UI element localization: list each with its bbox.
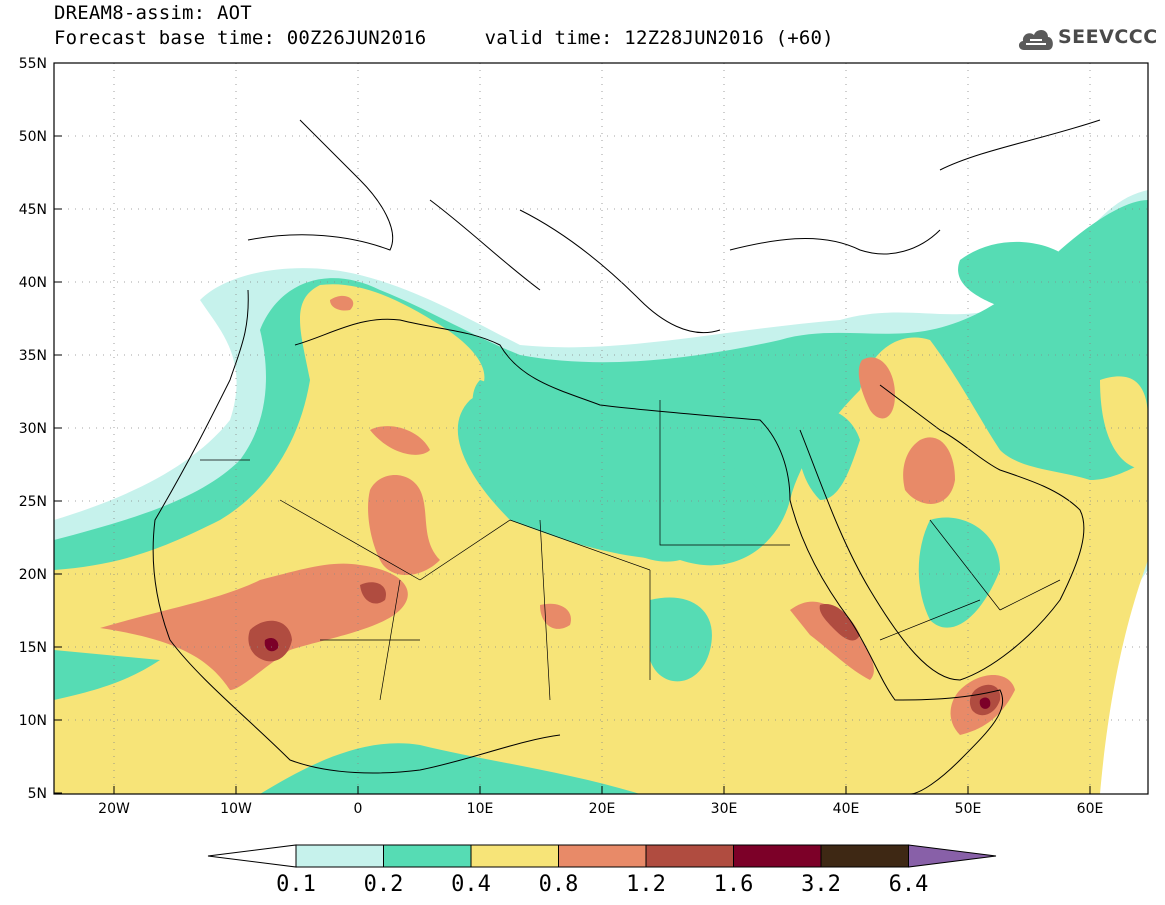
colorbar-low-arrow (207, 844, 297, 868)
colorbar-label: 0.8 (538, 872, 579, 897)
aot-field-0.8 (370, 426, 430, 455)
coastline-north-africa (294, 318, 1004, 794)
lat-label: 35N (19, 348, 47, 364)
latitude-labels: 55N 50N 45N 40N 35N 30N 25N 20N 15N 10N … (19, 56, 47, 802)
lon-label: 50E (955, 801, 982, 817)
map-title: DREAM8-assim: AOT (54, 2, 252, 24)
lat-label: 10N (19, 713, 47, 729)
aot-field-0.2 (798, 409, 860, 500)
coastline-europe (247, 119, 1101, 334)
lon-label: 30E (711, 801, 738, 817)
aot-field-1.6 (979, 697, 991, 709)
colorbar-segment (733, 844, 822, 868)
colorbar-label: 3.2 (801, 872, 841, 897)
aot-field-0.8 (858, 357, 895, 419)
aot-field-1.2 (360, 582, 386, 604)
lon-label: 10E (467, 801, 494, 817)
aot-fields (54, 190, 1148, 794)
lon-label: 20W (98, 801, 130, 817)
colorbar-segment (645, 844, 734, 868)
colorbar-label: 1.6 (713, 872, 754, 897)
colorbar-label: 0.4 (451, 872, 491, 897)
lat-label: 5N (28, 786, 47, 802)
colorbar-segment (558, 844, 647, 868)
aot-field-0.8 (330, 295, 354, 311)
longitude-labels: 20W 10W 0 10E 20E 30E 40E 50E 60E (98, 801, 1103, 817)
aot-field-0.8 (540, 603, 571, 629)
lon-label: 10W (220, 801, 252, 817)
cloud-icon (1018, 29, 1053, 50)
aot-field-0.8 (368, 475, 440, 575)
lat-label: 45N (19, 202, 47, 218)
logo-text: SEEVCCC (1058, 26, 1158, 48)
lat-label: 55N (19, 56, 47, 72)
colorbar (207, 844, 997, 868)
colorbar-label: 0.1 (276, 872, 316, 897)
colorbar-label: 1.2 (626, 872, 666, 897)
colorbar-segment (383, 844, 472, 868)
lat-label: 20N (19, 567, 47, 583)
aot-field-0.8 (903, 437, 955, 504)
lon-label: 20E (589, 801, 616, 817)
lat-label: 25N (19, 494, 47, 510)
lon-label: 0 (354, 801, 363, 817)
country-borders (200, 400, 1061, 701)
aot-field-1.6 (264, 637, 279, 652)
colorbar-label: 0.2 (363, 872, 404, 897)
coastlines (152, 119, 1101, 794)
forecast-times: Forecast base time: 00Z26JUN2016 valid t… (54, 27, 834, 49)
seevccc-logo: SEEVCCC (1016, 22, 1158, 56)
axis-ticks (54, 62, 1091, 794)
lat-label: 40N (19, 275, 47, 291)
aot-field-0.8 (790, 601, 874, 680)
colorbar-segment (295, 844, 384, 868)
aot-field-1.2 (819, 604, 860, 641)
lat-label: 15N (19, 640, 47, 656)
aot-field-0.2 (650, 597, 712, 682)
coastline-arabia (799, 384, 1085, 681)
lat-label: 50N (19, 129, 47, 145)
colorbar-segment (820, 844, 909, 868)
colorbar-segment (470, 844, 559, 868)
lon-label: 60E (1077, 801, 1104, 817)
aot-field-0.2 (958, 241, 1082, 313)
lat-label: 30N (19, 421, 47, 437)
coastline-west-africa (152, 289, 561, 774)
aot-field-0.2 (472, 380, 770, 562)
aot-field-0.4 (1100, 376, 1148, 470)
graticule (54, 63, 1148, 794)
lon-label: 40E (833, 801, 860, 817)
colorbar-high-arrow (908, 844, 997, 868)
colorbar-label: 6.4 (888, 872, 929, 897)
